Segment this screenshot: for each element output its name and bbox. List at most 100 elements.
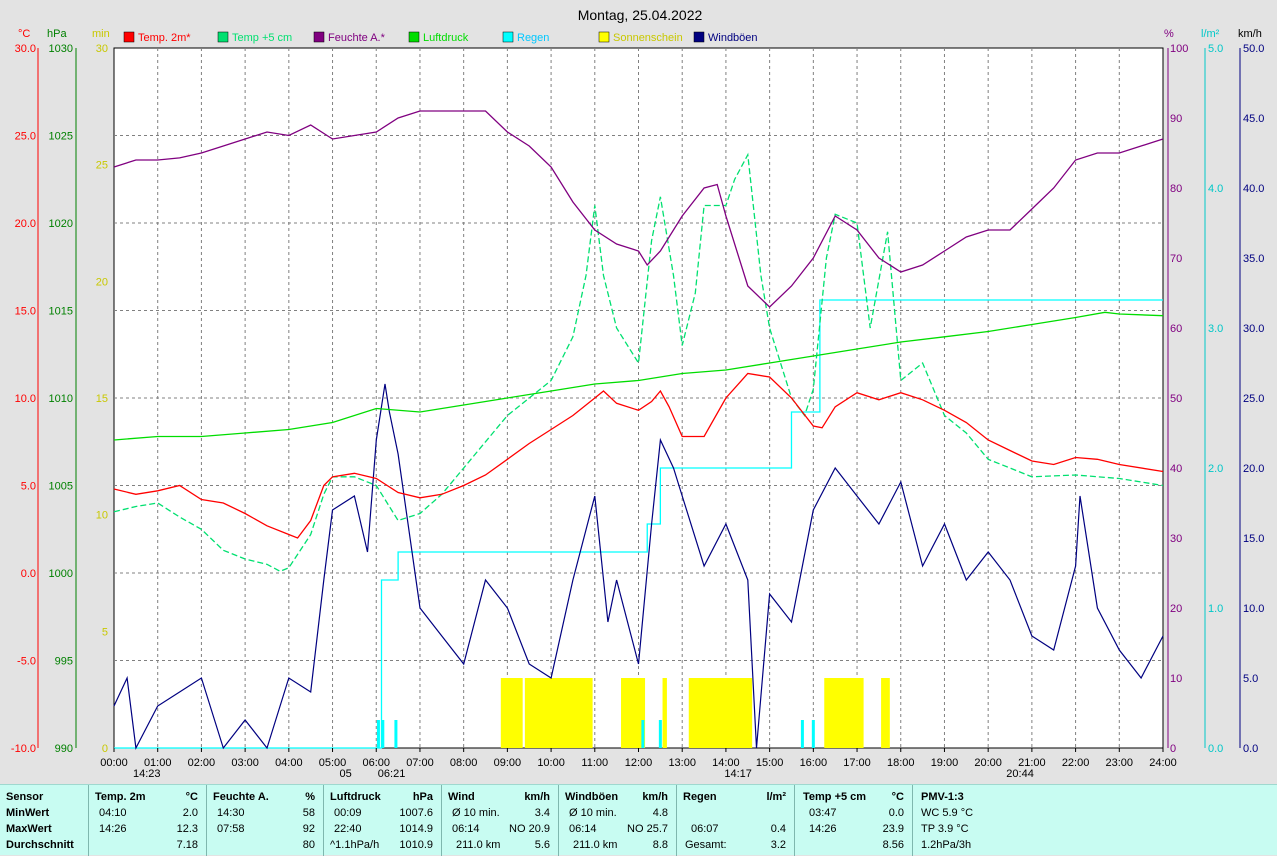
stats-col-pmv: PMV-1:3 WC 5.9 °C TP 3.9 °C 1.2hPa/3h (912, 785, 1277, 856)
x-tick-label: 23:00 (1106, 757, 1134, 769)
stats-col-temp5: Temp +5 cm °C 03:47 0.0 14:26 23.9 8.56 (794, 785, 912, 856)
sunshine-bar (524, 678, 593, 748)
x-tick-label: 00:00 (100, 757, 128, 769)
gusts-unit: km/h (642, 791, 668, 803)
statistics-table: Sensor MinWert MaxWert Durchschnitt Temp… (0, 784, 1277, 856)
rain-bar (658, 720, 662, 748)
axis-units: °C hPa min% l/m² km/h (18, 28, 1262, 40)
pmv-windchill: WC 5.9 °C (921, 807, 974, 819)
wind-axis-tick-label: 10.0 (1243, 603, 1264, 615)
wind-avg-val: 3.4 (534, 807, 550, 819)
stats-col-pressure: Luftdruck hPa 00:09 1007.6 22:40 1014.9 … (323, 785, 441, 856)
wind-axis-tick-label: 50.0 (1243, 43, 1264, 55)
pressure-trend: ^1.1hPa/h (330, 839, 380, 851)
humidity-unit: % (305, 791, 315, 803)
x-tick-label: 18:00 (887, 757, 915, 769)
humidity-axis-tick-label: 50 (1170, 393, 1182, 405)
wind-avg-label: Ø 10 min. (452, 807, 500, 819)
temp5-min-time: 03:47 (809, 807, 837, 819)
legend-swatch (408, 31, 420, 43)
x-tick-label: 07:00 (406, 757, 434, 769)
stats-row-max: MaxWert (6, 823, 52, 835)
humidity-max-time: 07:58 (217, 823, 245, 835)
gusts-max-time: 06:14 (569, 823, 597, 835)
pressure-axis-tick-label: 990 (55, 743, 73, 755)
legend: Temp. 2m* Temp +5 cm Feuchte A.* Luftdruck R… (123, 31, 758, 44)
temp5-max-time: 14:26 (809, 823, 837, 835)
stats-row-min: MinWert (6, 807, 50, 819)
legend-label: Feuchte A.* (328, 32, 386, 44)
wind-mean: 5.6 (534, 839, 550, 851)
pressure-header: Luftdruck (330, 791, 381, 803)
stats-col-temp2m: Temp. 2m °C 04:10 2.0 14:26 12.3 7.18 (88, 785, 206, 856)
time-marker-label: 14:23 (133, 768, 161, 780)
pressure-axis-tick-label: 995 (55, 656, 73, 668)
humidity-axis-tick-label: 100 (1170, 43, 1188, 55)
wind-axis-tick-label: 5.0 (1243, 673, 1258, 685)
pressure-axis-tick-label: 1025 (49, 131, 73, 143)
legend-swatch (217, 31, 229, 43)
x-tick-label: 10:00 (537, 757, 565, 769)
humidity-axis-tick-label: 20 (1170, 603, 1182, 615)
sunshine-axis-tick-label: 30 (96, 43, 108, 55)
wind-axis-tick-label: 45.0 (1243, 113, 1264, 125)
stats-row-avg: Durchschnitt (6, 839, 74, 851)
time-marker-label: 20:44 (1006, 768, 1034, 780)
pressure-max-val: 1014.9 (399, 823, 433, 835)
series-line-regen (114, 299, 1163, 749)
rain-unit-label: l/m² (1201, 28, 1220, 40)
x-tick-label: 14:00 (712, 757, 740, 769)
sunshine-axis-tick-label: 5 (102, 626, 108, 638)
time-marker-label: 14:17 (724, 768, 752, 780)
wind-distance: 211.0 km (456, 839, 501, 851)
chart-title: Montag, 25.04.2022 (578, 7, 703, 23)
series-line-feuchte-a (113, 110, 1164, 308)
pmv-dewpoint: TP 3.9 °C (921, 823, 969, 835)
sunshine-bar (500, 678, 523, 748)
pressure-avg: 1010.9 (399, 839, 433, 851)
sunshine-bar (688, 678, 753, 748)
rain-bar (800, 720, 804, 748)
temp-axis-tick-label: 0.0 (21, 568, 36, 580)
x-tick-label: 17:00 (843, 757, 871, 769)
stats-col-wind: Wind km/h Ø 10 min. 3.4 06:14 NO 20.9 21… (441, 785, 558, 856)
pressure-max-time: 22:40 (334, 823, 362, 835)
legend-swatch (693, 31, 705, 43)
rain-bar (641, 720, 645, 748)
pressure-unit: hPa (412, 791, 433, 803)
wind-header: Wind (448, 791, 475, 803)
temp-axis-tick-label: -10.0 (11, 743, 36, 755)
temp2m-unit: °C (185, 791, 198, 803)
axes: 30.025.020.015.010.05.00.0-5.0-10.010301… (11, 43, 1265, 755)
rain-max-val: 0.4 (770, 823, 786, 835)
x-tick-label: 16:00 (800, 757, 828, 769)
temp2m-min-val: 2.0 (182, 807, 198, 819)
legend-label: Sonnenschein (613, 32, 683, 44)
sunshine-bars (500, 678, 890, 748)
x-tick-label: 06:00 (362, 757, 390, 769)
x-tick-label: 15:00 (756, 757, 784, 769)
x-tick-label: 19:00 (931, 757, 959, 769)
gusts-max-val: NO 25.7 (627, 823, 668, 835)
sunshine-axis-tick-label: 20 (96, 276, 108, 288)
sunshine-unit-label: min (92, 28, 110, 40)
sunshine-bar (881, 678, 890, 748)
pressure-axis-tick-label: 1020 (49, 218, 73, 230)
pressure-axis-tick-label: 1005 (49, 481, 73, 493)
temp2m-max-time: 14:26 (99, 823, 127, 835)
wind-max-val: NO 20.9 (509, 823, 550, 835)
legend-swatch (502, 31, 514, 43)
rain-unit: l/m² (766, 791, 786, 803)
temp-axis-tick-label: 30.0 (15, 43, 36, 55)
x-tick-label: 05:00 (319, 757, 347, 769)
pressure-min-time: 00:09 (334, 807, 362, 819)
x-tick-label: 09:00 (494, 757, 522, 769)
gusts-mean: 8.8 (652, 839, 668, 851)
humidity-unit-label: % (1164, 28, 1174, 40)
stats-col-gusts: Windböen km/h Ø 10 min. 4.8 06:14 NO 25.… (558, 785, 676, 856)
rain-header: Regen (683, 791, 717, 803)
rain-bar (811, 720, 815, 748)
wind-axis-tick-label: 20.0 (1243, 463, 1264, 475)
series-line-temp-5-cm (113, 152, 1164, 573)
humidity-min-time: 14:30 (217, 807, 245, 819)
